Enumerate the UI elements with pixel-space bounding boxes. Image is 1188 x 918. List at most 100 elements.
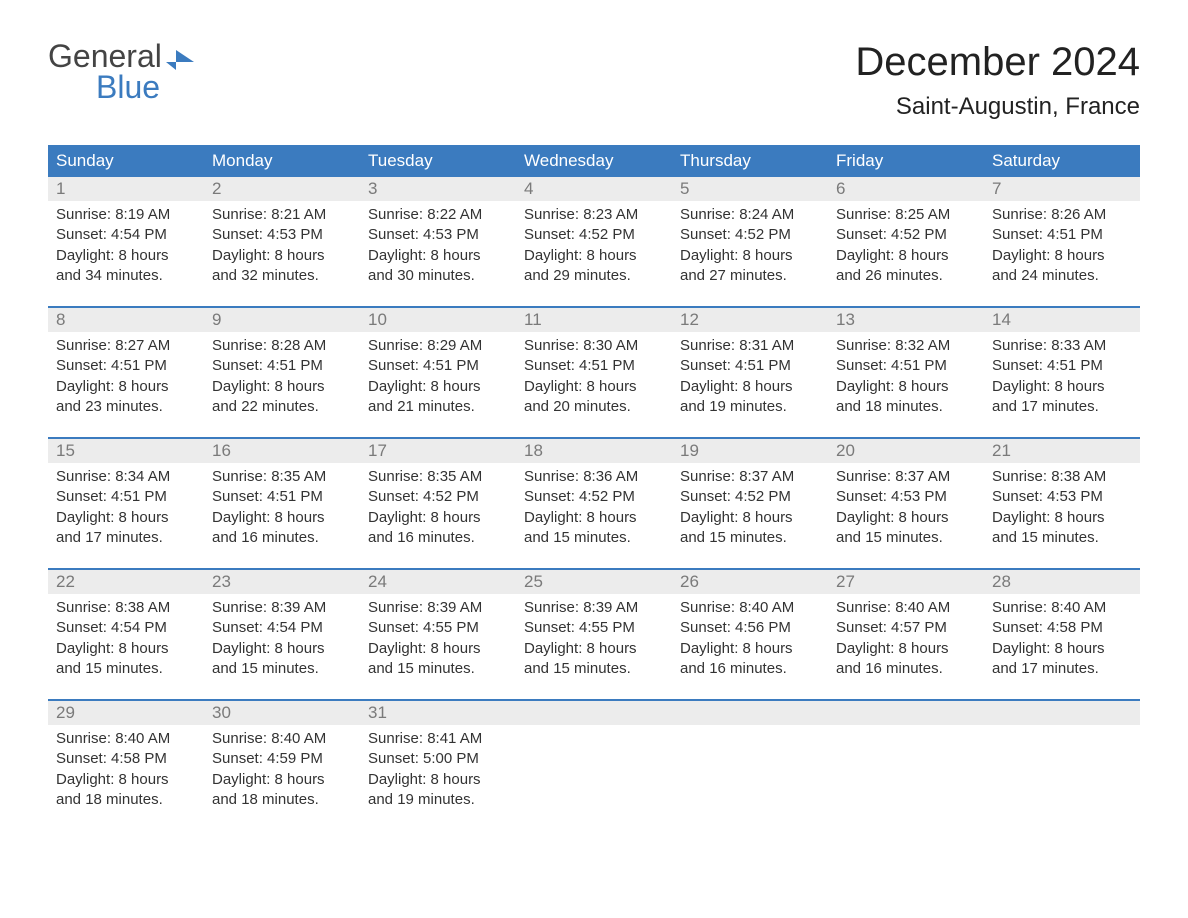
daylight-text: Daylight: 8 hours bbox=[368, 246, 508, 266]
day-cell: 3Sunrise: 8:22 AMSunset: 4:53 PMDaylight… bbox=[360, 177, 516, 292]
day-number: 20 bbox=[828, 439, 984, 463]
day-number: 2 bbox=[204, 177, 360, 201]
sunrise-text: Sunrise: 8:40 AM bbox=[836, 598, 976, 618]
daylight-text: Daylight: 8 hours bbox=[680, 246, 820, 266]
day-header-row: SundayMondayTuesdayWednesdayThursdayFrid… bbox=[48, 145, 1140, 177]
daylight-text: and 29 minutes. bbox=[524, 266, 664, 286]
day-content: Sunrise: 8:24 AMSunset: 4:52 PMDaylight:… bbox=[672, 201, 828, 292]
daylight-text: Daylight: 8 hours bbox=[680, 377, 820, 397]
day-content: Sunrise: 8:40 AMSunset: 4:58 PMDaylight:… bbox=[984, 594, 1140, 685]
sunset-text: Sunset: 4:55 PM bbox=[368, 618, 508, 638]
sunset-text: Sunset: 4:52 PM bbox=[680, 225, 820, 245]
sunset-text: Sunset: 4:51 PM bbox=[212, 356, 352, 376]
daylight-text: Daylight: 8 hours bbox=[56, 246, 196, 266]
sunrise-text: Sunrise: 8:23 AM bbox=[524, 205, 664, 225]
day-cell: 21Sunrise: 8:38 AMSunset: 4:53 PMDayligh… bbox=[984, 439, 1140, 554]
calendar: SundayMondayTuesdayWednesdayThursdayFrid… bbox=[48, 145, 1140, 816]
daylight-text: Daylight: 8 hours bbox=[368, 770, 508, 790]
daylight-text: Daylight: 8 hours bbox=[368, 639, 508, 659]
day-content: Sunrise: 8:32 AMSunset: 4:51 PMDaylight:… bbox=[828, 332, 984, 423]
day-number: 29 bbox=[48, 701, 204, 725]
day-cell: 19Sunrise: 8:37 AMSunset: 4:52 PMDayligh… bbox=[672, 439, 828, 554]
day-cell: 16Sunrise: 8:35 AMSunset: 4:51 PMDayligh… bbox=[204, 439, 360, 554]
day-content: Sunrise: 8:19 AMSunset: 4:54 PMDaylight:… bbox=[48, 201, 204, 292]
day-number: 26 bbox=[672, 570, 828, 594]
sunrise-text: Sunrise: 8:37 AM bbox=[680, 467, 820, 487]
sunset-text: Sunset: 4:58 PM bbox=[56, 749, 196, 769]
sunset-text: Sunset: 4:51 PM bbox=[212, 487, 352, 507]
day-number: 21 bbox=[984, 439, 1140, 463]
day-cell: 10Sunrise: 8:29 AMSunset: 4:51 PMDayligh… bbox=[360, 308, 516, 423]
day-number: 9 bbox=[204, 308, 360, 332]
logo-flag-icon bbox=[166, 50, 194, 75]
sunrise-text: Sunrise: 8:40 AM bbox=[212, 729, 352, 749]
day-content: Sunrise: 8:28 AMSunset: 4:51 PMDaylight:… bbox=[204, 332, 360, 423]
day-number-empty bbox=[516, 701, 672, 725]
daylight-text: Daylight: 8 hours bbox=[680, 639, 820, 659]
day-content: Sunrise: 8:36 AMSunset: 4:52 PMDaylight:… bbox=[516, 463, 672, 554]
day-content: Sunrise: 8:34 AMSunset: 4:51 PMDaylight:… bbox=[48, 463, 204, 554]
sunset-text: Sunset: 4:54 PM bbox=[56, 225, 196, 245]
week-row: 15Sunrise: 8:34 AMSunset: 4:51 PMDayligh… bbox=[48, 437, 1140, 554]
sunset-text: Sunset: 4:51 PM bbox=[836, 356, 976, 376]
sunrise-text: Sunrise: 8:35 AM bbox=[212, 467, 352, 487]
day-number: 31 bbox=[360, 701, 516, 725]
daylight-text: and 17 minutes. bbox=[56, 528, 196, 548]
daylight-text: and 32 minutes. bbox=[212, 266, 352, 286]
day-cell bbox=[984, 701, 1140, 816]
daylight-text: and 27 minutes. bbox=[680, 266, 820, 286]
sunset-text: Sunset: 4:54 PM bbox=[56, 618, 196, 638]
day-content: Sunrise: 8:40 AMSunset: 4:59 PMDaylight:… bbox=[204, 725, 360, 816]
day-content: Sunrise: 8:23 AMSunset: 4:52 PMDaylight:… bbox=[516, 201, 672, 292]
day-number: 28 bbox=[984, 570, 1140, 594]
day-header-thursday: Thursday bbox=[672, 145, 828, 177]
sunset-text: Sunset: 4:51 PM bbox=[56, 356, 196, 376]
week-row: 1Sunrise: 8:19 AMSunset: 4:54 PMDaylight… bbox=[48, 177, 1140, 292]
week-row: 29Sunrise: 8:40 AMSunset: 4:58 PMDayligh… bbox=[48, 699, 1140, 816]
sunrise-text: Sunrise: 8:41 AM bbox=[368, 729, 508, 749]
day-number: 27 bbox=[828, 570, 984, 594]
daylight-text: and 16 minutes. bbox=[212, 528, 352, 548]
day-number: 14 bbox=[984, 308, 1140, 332]
sunrise-text: Sunrise: 8:30 AM bbox=[524, 336, 664, 356]
sunrise-text: Sunrise: 8:39 AM bbox=[368, 598, 508, 618]
week-row: 22Sunrise: 8:38 AMSunset: 4:54 PMDayligh… bbox=[48, 568, 1140, 685]
sunrise-text: Sunrise: 8:40 AM bbox=[56, 729, 196, 749]
day-number-empty bbox=[984, 701, 1140, 725]
daylight-text: Daylight: 8 hours bbox=[212, 377, 352, 397]
daylight-text: and 17 minutes. bbox=[992, 659, 1132, 679]
day-number: 5 bbox=[672, 177, 828, 201]
daylight-text: Daylight: 8 hours bbox=[56, 508, 196, 528]
sunset-text: Sunset: 4:53 PM bbox=[368, 225, 508, 245]
day-content: Sunrise: 8:30 AMSunset: 4:51 PMDaylight:… bbox=[516, 332, 672, 423]
daylight-text: Daylight: 8 hours bbox=[836, 377, 976, 397]
day-cell: 2Sunrise: 8:21 AMSunset: 4:53 PMDaylight… bbox=[204, 177, 360, 292]
daylight-text: Daylight: 8 hours bbox=[992, 246, 1132, 266]
sunset-text: Sunset: 4:52 PM bbox=[524, 225, 664, 245]
sunset-text: Sunset: 4:55 PM bbox=[524, 618, 664, 638]
day-number: 12 bbox=[672, 308, 828, 332]
sunrise-text: Sunrise: 8:39 AM bbox=[524, 598, 664, 618]
week-row: 8Sunrise: 8:27 AMSunset: 4:51 PMDaylight… bbox=[48, 306, 1140, 423]
day-number: 22 bbox=[48, 570, 204, 594]
day-cell: 18Sunrise: 8:36 AMSunset: 4:52 PMDayligh… bbox=[516, 439, 672, 554]
daylight-text: and 15 minutes. bbox=[992, 528, 1132, 548]
daylight-text: Daylight: 8 hours bbox=[368, 377, 508, 397]
daylight-text: Daylight: 8 hours bbox=[992, 377, 1132, 397]
sunset-text: Sunset: 4:56 PM bbox=[680, 618, 820, 638]
daylight-text: Daylight: 8 hours bbox=[836, 508, 976, 528]
logo-text-bottom: Blue bbox=[96, 71, 160, 103]
sunset-text: Sunset: 4:51 PM bbox=[680, 356, 820, 376]
sunset-text: Sunset: 4:53 PM bbox=[212, 225, 352, 245]
daylight-text: and 16 minutes. bbox=[368, 528, 508, 548]
sunrise-text: Sunrise: 8:33 AM bbox=[992, 336, 1132, 356]
sunrise-text: Sunrise: 8:26 AM bbox=[992, 205, 1132, 225]
day-number: 23 bbox=[204, 570, 360, 594]
day-cell: 26Sunrise: 8:40 AMSunset: 4:56 PMDayligh… bbox=[672, 570, 828, 685]
daylight-text: and 19 minutes. bbox=[368, 790, 508, 810]
day-number: 1 bbox=[48, 177, 204, 201]
day-cell: 8Sunrise: 8:27 AMSunset: 4:51 PMDaylight… bbox=[48, 308, 204, 423]
title-month: December 2024 bbox=[855, 40, 1140, 85]
sunset-text: Sunset: 4:53 PM bbox=[992, 487, 1132, 507]
sunrise-text: Sunrise: 8:27 AM bbox=[56, 336, 196, 356]
